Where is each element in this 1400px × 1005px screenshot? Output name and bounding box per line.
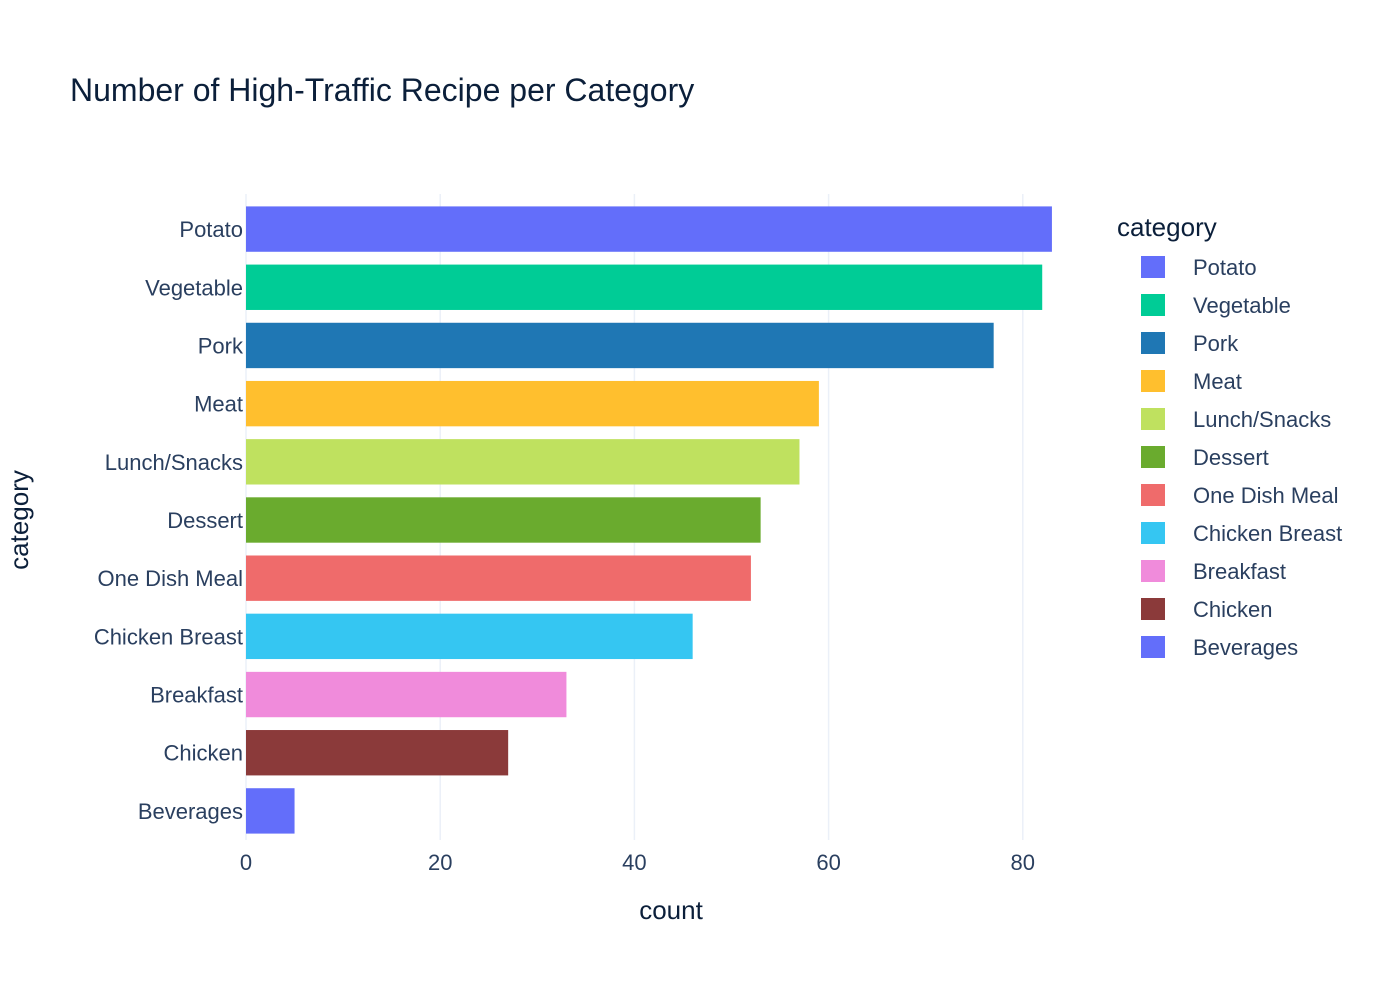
bar-pork [246,322,994,369]
legend-swatch[interactable] [1141,484,1165,506]
y-tick-label: Pork [198,333,244,358]
x-axis-title: count [639,895,703,925]
y-tick-label: Breakfast [150,683,243,708]
legend-swatch[interactable] [1141,560,1165,582]
legend-label[interactable]: Potato [1193,255,1257,280]
bar-potato [246,206,1052,252]
legend-label[interactable]: Dessert [1193,445,1269,470]
legend-swatch[interactable] [1141,598,1165,620]
x-tick-label: 40 [622,850,646,875]
y-tick-label: Lunch/Snacks [105,450,243,475]
legend-swatch[interactable] [1141,446,1165,468]
legend: category Potato Vegetable Pork Meat Lunch/Sn… [1117,212,1342,660]
legend-swatch[interactable] [1141,408,1165,430]
y-tick-label: Vegetable [145,275,243,300]
legend-label[interactable]: Lunch/Snacks [1193,407,1331,432]
y-tick-label: Dessert [167,508,243,533]
legend-label[interactable]: Pork [1193,331,1239,356]
bar-breakfast [246,671,567,718]
legend-swatch[interactable] [1141,332,1165,354]
legend-swatch[interactable] [1141,522,1165,544]
legend-label[interactable]: Chicken Breast [1193,521,1342,546]
x-tick-label: 60 [816,850,840,875]
y-tick-label: Beverages [138,799,243,824]
bar-chicken-breast [246,613,693,660]
x-tick-label: 20 [428,850,452,875]
legend-swatch[interactable] [1141,294,1165,316]
legend-label[interactable]: Chicken [1193,597,1272,622]
x-tick-labels: 0 20 40 60 80 [240,850,1035,875]
y-tick-label: One Dish Meal [97,566,243,591]
x-tick-label: 0 [240,850,252,875]
y-tick-label: Potato [179,217,243,242]
legend-label[interactable]: Breakfast [1193,559,1286,584]
legend-swatch[interactable] [1141,636,1165,658]
y-tick-label: Meat [194,392,243,417]
legend-label[interactable]: Beverages [1193,635,1298,660]
bars [246,206,1052,834]
bar-one-dish-meal [246,555,751,601]
legend-title: category [1117,212,1217,242]
bar-vegetable [246,264,1043,310]
bar-meat [246,380,819,427]
y-axis-title: category [4,470,34,570]
y-tick-labels: Potato Vegetable Pork Meat Lunch/Snacks Desse… [94,217,244,824]
bar-chicken [246,730,509,776]
bar-lunch-snacks [246,439,800,485]
chart-title: Number of High-Traffic Recipe per Catego… [70,72,694,108]
legend-label[interactable]: Meat [1193,369,1242,394]
x-tick-label: 80 [1011,850,1035,875]
bar-beverages [246,788,295,834]
legend-swatch[interactable] [1141,370,1165,392]
legend-swatch[interactable] [1141,256,1165,278]
y-tick-label: Chicken Breast [94,624,243,649]
bar-dessert [246,497,761,543]
legend-label[interactable]: Vegetable [1193,293,1291,318]
legend-label[interactable]: One Dish Meal [1193,483,1339,508]
y-tick-label: Chicken [164,741,243,766]
